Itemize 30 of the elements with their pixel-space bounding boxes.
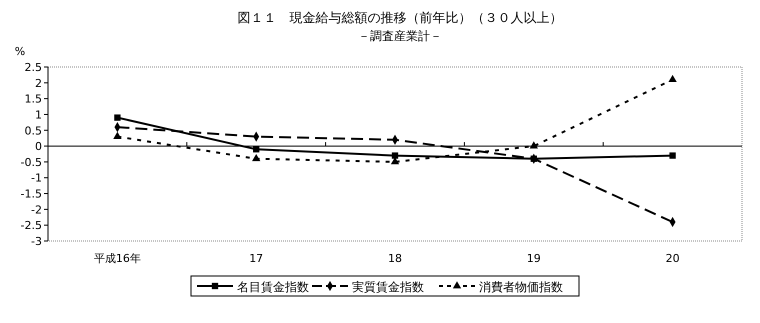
y-tick-label: 0	[35, 140, 42, 154]
point	[113, 132, 122, 140]
y-axis-title: %	[14, 45, 26, 58]
chart-title: 図１１ 現金給与総額の推移（前年比）（３０人以上）	[238, 11, 562, 26]
point	[530, 141, 538, 148]
x-tick-label: 20	[666, 252, 680, 265]
y-tick-label: 2	[35, 76, 42, 90]
y-tick-label: 1	[35, 108, 42, 122]
chart-subtitle: －調査産業計－	[358, 29, 442, 43]
legend-label: 名目賃金指数	[237, 280, 309, 294]
x-tick-label: 19	[526, 252, 541, 265]
point	[114, 114, 121, 121]
x-tick-label: 18	[388, 252, 402, 265]
point	[668, 74, 677, 82]
x-tick-label: 17	[249, 252, 264, 265]
y-tick-label: -2	[31, 203, 42, 216]
y-tick-label: 1.5	[24, 92, 42, 106]
x-tick-label: 平成16年	[94, 252, 141, 265]
y-tick-label: 0.5	[24, 124, 42, 138]
y-tick-label: 2.5	[24, 61, 42, 74]
point	[253, 146, 260, 152]
y-tick-label: -1.5	[20, 188, 42, 201]
y-tick-label: -3	[31, 235, 42, 248]
y-tick-label: -2.5	[20, 219, 42, 232]
y-tick-label: -1	[31, 172, 42, 185]
point	[669, 152, 676, 159]
y-tick-label: -0.5	[20, 156, 42, 169]
legend-label: 消費者物価指数	[479, 280, 563, 294]
legend-label: 実質賃金指数	[352, 280, 424, 294]
point	[252, 154, 260, 162]
